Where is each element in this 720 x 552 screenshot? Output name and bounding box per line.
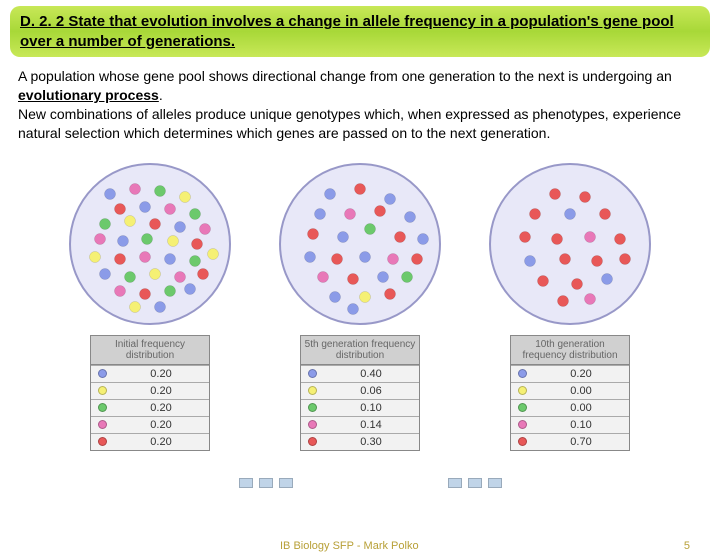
freq-value: 0.14: [323, 418, 419, 432]
column-gen10: 10th generation frequency distribution 0.…: [485, 159, 655, 451]
allele-swatch-red: [301, 434, 323, 450]
page-number: 5: [684, 540, 690, 552]
freq-value: 0.30: [323, 435, 419, 449]
allele-swatch-pink: [511, 417, 533, 433]
freq-value: 0.20: [113, 367, 209, 381]
table-row: 0.70: [511, 433, 629, 450]
connector-1: [239, 476, 293, 490]
table-row: 0.20: [91, 365, 209, 382]
allele-swatch-green: [91, 400, 113, 416]
allele-swatch-red: [91, 434, 113, 450]
footer-credit: IB Biology SFP - Mark Polko: [280, 540, 419, 552]
table-row: 0.20: [91, 433, 209, 450]
freq-value: 0.00: [533, 401, 629, 415]
freq-value: 0.00: [533, 384, 629, 398]
table-row: 0.10: [301, 399, 419, 416]
column-initial: Initial frequency distribution 0.20 0.20 0.…: [65, 159, 235, 451]
table-header: Initial frequency distribution: [91, 336, 209, 365]
freq-value: 0.40: [323, 367, 419, 381]
header-bar: D. 2. 2 State that evolution involves a …: [10, 6, 710, 57]
body-paragraph: A population whose gene pool shows direc…: [0, 61, 720, 149]
allele-swatch-yellow: [301, 383, 323, 399]
gene-pool-diagram: Initial frequency distribution 0.20 0.20 0.…: [0, 159, 720, 451]
table-row: 0.20: [91, 416, 209, 433]
header-title: D. 2. 2 State that evolution involves a …: [20, 12, 700, 51]
table-row: 0.40: [301, 365, 419, 382]
freq-table-initial: Initial frequency distribution 0.20 0.20 0.…: [90, 335, 210, 451]
table-row: 0.06: [301, 382, 419, 399]
allele-swatch-green: [301, 400, 323, 416]
table-row: 0.20: [91, 399, 209, 416]
table-row: 0.00: [511, 382, 629, 399]
freq-value: 0.20: [113, 418, 209, 432]
freq-table-gen5: 5th generation frequency distribution 0.4…: [300, 335, 420, 451]
connector-2: [448, 476, 502, 490]
gene-pool-circle-gen5: [275, 159, 445, 329]
freq-table-gen10: 10th generation frequency distribution 0.…: [510, 335, 630, 451]
freq-value: 0.10: [533, 418, 629, 432]
column-gen5: 5th generation frequency distribution 0.4…: [275, 159, 445, 451]
table-header: 5th generation frequency distribution: [301, 336, 419, 365]
freq-value: 0.20: [113, 435, 209, 449]
allele-swatch-green: [511, 400, 533, 416]
gene-pool-circle-initial: [65, 159, 235, 329]
allele-swatch-blue: [511, 366, 533, 382]
table-row: 0.10: [511, 416, 629, 433]
freq-value: 0.06: [323, 384, 419, 398]
allele-swatch-pink: [91, 417, 113, 433]
table-row: 0.00: [511, 399, 629, 416]
freq-value: 0.70: [533, 435, 629, 449]
allele-swatch-blue: [301, 366, 323, 382]
freq-value: 0.20: [533, 367, 629, 381]
freq-value: 0.10: [323, 401, 419, 415]
allele-swatch-blue: [91, 366, 113, 382]
allele-swatch-yellow: [511, 383, 533, 399]
table-row: 0.30: [301, 433, 419, 450]
freq-value: 0.20: [113, 384, 209, 398]
table-header: 10th generation frequency distribution: [511, 336, 629, 365]
gene-pool-circle-gen10: [485, 159, 655, 329]
allele-swatch-red: [511, 434, 533, 450]
table-row: 0.14: [301, 416, 419, 433]
table-row: 0.20: [91, 382, 209, 399]
freq-value: 0.20: [113, 401, 209, 415]
table-row: 0.20: [511, 365, 629, 382]
allele-swatch-pink: [301, 417, 323, 433]
allele-swatch-yellow: [91, 383, 113, 399]
